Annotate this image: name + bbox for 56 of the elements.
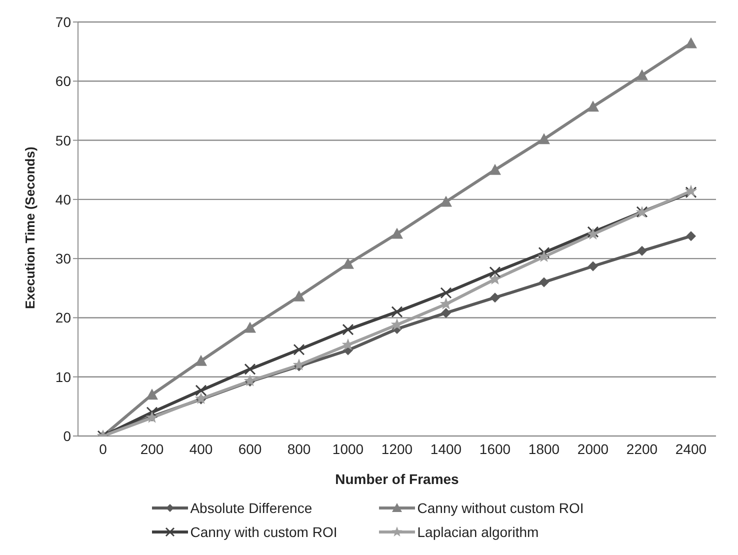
x-tick-label: 1200 bbox=[381, 440, 413, 457]
point bbox=[391, 228, 403, 239]
point bbox=[244, 363, 256, 375]
point bbox=[195, 354, 207, 366]
point bbox=[391, 306, 403, 318]
legend-label: Canny with custom ROI bbox=[190, 524, 338, 540]
point bbox=[539, 277, 549, 288]
y-tick-label: 70 bbox=[55, 14, 72, 30]
y-tick-label: 0 bbox=[63, 428, 72, 444]
point bbox=[293, 344, 305, 356]
y-tick-label: 50 bbox=[55, 132, 72, 148]
legend-label: Laplacian algorithm bbox=[417, 524, 539, 540]
x-tick-label: 200 bbox=[140, 440, 164, 457]
point bbox=[293, 290, 305, 302]
point bbox=[488, 272, 502, 285]
y-tick-label: 60 bbox=[55, 73, 72, 90]
y-axis-title: Execution Time (Seconds) bbox=[22, 146, 38, 309]
point bbox=[489, 266, 501, 278]
point bbox=[588, 261, 598, 272]
point bbox=[440, 196, 452, 207]
x-tick-label: 400 bbox=[189, 440, 213, 457]
point bbox=[636, 69, 648, 80]
legend-label: Canny without custom ROI bbox=[417, 500, 584, 516]
point bbox=[637, 246, 647, 256]
point bbox=[342, 258, 354, 269]
point bbox=[195, 384, 207, 396]
point bbox=[538, 133, 550, 144]
y-tick-label: 30 bbox=[55, 250, 72, 267]
point bbox=[538, 246, 550, 258]
point bbox=[440, 298, 452, 310]
point bbox=[587, 100, 599, 112]
x-tick-label: 2200 bbox=[626, 440, 658, 457]
point bbox=[440, 287, 452, 299]
y-tick-label: 10 bbox=[55, 368, 72, 385]
point bbox=[686, 231, 696, 242]
point bbox=[146, 406, 158, 418]
x-axis-title: Number of Frames bbox=[335, 471, 460, 487]
point bbox=[342, 324, 354, 336]
point bbox=[441, 308, 451, 318]
x-tick-label: 600 bbox=[238, 440, 262, 457]
x-tick-label: 2400 bbox=[675, 440, 707, 457]
x-tick-label: 1000 bbox=[332, 440, 364, 457]
legend-label: Absolute Difference bbox=[190, 500, 312, 516]
y-tick-label: 40 bbox=[55, 191, 72, 208]
point bbox=[685, 37, 697, 48]
point bbox=[146, 388, 158, 400]
x-tick-label: 0 bbox=[99, 440, 108, 457]
point bbox=[489, 164, 501, 175]
point bbox=[244, 322, 256, 333]
x-tick-label: 2000 bbox=[577, 440, 609, 457]
x-tick-label: 1400 bbox=[430, 440, 462, 457]
x-tick-label: 1800 bbox=[528, 440, 560, 457]
x-tick-label: 800 bbox=[287, 440, 311, 457]
point bbox=[490, 292, 500, 303]
y-tick-label: 20 bbox=[55, 310, 72, 326]
x-tick-label: 1600 bbox=[479, 440, 511, 457]
